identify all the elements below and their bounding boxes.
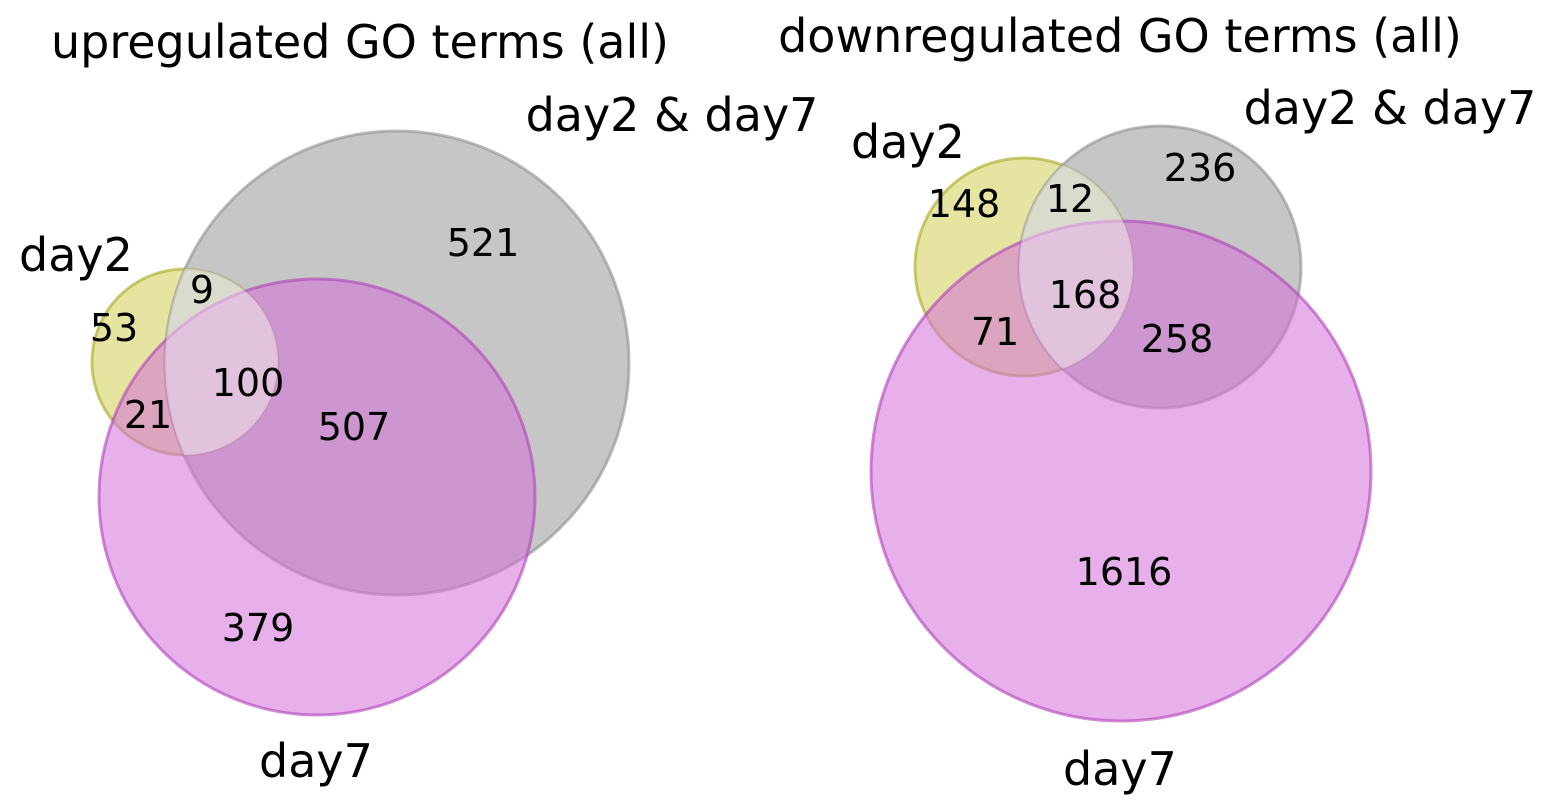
- count-all-three-down: 168: [1049, 273, 1122, 317]
- set-label-day7-down: day7: [1063, 742, 1177, 796]
- panel-title-downregulated: downregulated GO terms (all): [778, 9, 1462, 63]
- overlap-highlight-down: [1019, 158, 1133, 376]
- count-day2-x-day7-up: 21: [124, 393, 172, 437]
- count-day2-x-day7-down: 71: [971, 310, 1019, 354]
- count-day7-only-down: 1616: [1076, 550, 1173, 594]
- set-label-day2-down: day2: [851, 115, 965, 169]
- count-day2-and-day7-x-day7-down: 258: [1141, 317, 1214, 361]
- count-day2-x-day2-and-day7-down: 12: [1046, 177, 1094, 221]
- circle-day7-up: [97, 277, 537, 717]
- count-day2-only-down: 148: [928, 182, 1001, 226]
- venn-downregulated: downregulated GO terms (all) day2 day2 &…: [778, 9, 1536, 796]
- set-label-day2-up: day2: [19, 228, 133, 282]
- count-day2-and-day7-only-up: 521: [447, 221, 520, 265]
- count-day2-x-day2-and-day7-up: 9: [190, 268, 214, 312]
- count-day2-only-up: 53: [90, 306, 138, 350]
- set-label-day7-up: day7: [259, 734, 373, 788]
- venn-upregulated: upregulated GO terms (all) day2 day2 & d…: [19, 15, 818, 788]
- count-day2-and-day7-only-down: 236: [1164, 146, 1237, 190]
- count-day2-and-day7-x-day7-up: 507: [318, 405, 391, 449]
- panel-title-upregulated: upregulated GO terms (all): [51, 15, 669, 69]
- circle-day7-down: [869, 219, 1373, 723]
- set-label-day2-and-day7-down: day2 & day7: [1244, 81, 1537, 135]
- count-all-three-up: 100: [212, 361, 285, 405]
- set-label-day2-and-day7-up: day2 & day7: [526, 88, 819, 142]
- count-day7-only-up: 379: [222, 606, 295, 650]
